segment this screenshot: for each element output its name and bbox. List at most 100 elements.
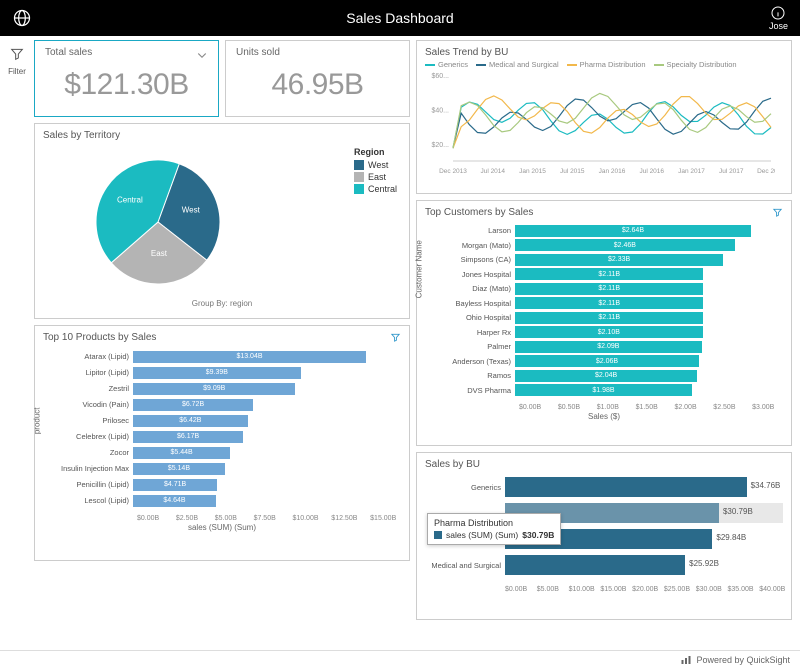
kpi-row: Total sales $121.30B Units sold 46.95B <box>34 40 410 117</box>
filter-label: Filter <box>0 67 34 76</box>
legend-swatch <box>654 64 664 66</box>
legend-swatch <box>354 184 364 194</box>
bar-value: $2.10B <box>598 329 620 336</box>
bar-value: $2.11B <box>598 271 620 278</box>
bar-row[interactable]: Harper Rx $2.10B <box>431 326 783 340</box>
legend-item[interactable]: Specialty Distribution <box>654 60 737 69</box>
chevron-down-icon[interactable] <box>196 49 208 64</box>
legend-label: East <box>368 172 386 182</box>
bar-row[interactable]: Jones Hospital$2.11B <box>431 268 783 282</box>
legend-item[interactable]: West <box>354 160 397 170</box>
bar-label: Diaz (Mato) <box>431 284 515 293</box>
filter-icon[interactable] <box>772 207 783 221</box>
bar-label: Bayless Hospital <box>431 299 515 308</box>
legend-swatch <box>354 172 364 182</box>
card-top-customers[interactable]: Top Customers by Sales Customer Name Lar… <box>416 200 792 446</box>
bar-row[interactable]: Simpsons (CA)$2.33B <box>431 253 783 267</box>
bar-row[interactable]: Celebrex (Lipid)$6.17B <box>49 429 401 444</box>
bar-row[interactable]: Ramos$2.04B <box>431 369 783 383</box>
bar-label: Insulin Injection Max <box>49 464 133 473</box>
bar-fill <box>505 555 685 575</box>
bar-fill: $2.11B <box>515 283 703 295</box>
tooltip-swatch <box>434 531 442 539</box>
user-menu[interactable]: Jose <box>769 5 788 31</box>
svg-text:$60...: $60... <box>431 73 449 80</box>
bar-value: $5.44B <box>171 449 193 456</box>
kpi-total-sales[interactable]: Total sales $121.30B <box>34 40 219 117</box>
svg-text:Dec 2017: Dec 2017 <box>757 168 775 175</box>
bar-value: $2.11B <box>598 285 620 292</box>
bar-value: $34.76B <box>751 481 781 490</box>
legend: Generics Medical and Surgical Pharma Distr… <box>417 60 791 71</box>
card-sales-by-territory[interactable]: Sales by Territory WestEastCentral Regio… <box>34 123 410 319</box>
legend-item[interactable]: Generics <box>425 60 468 69</box>
globe-icon <box>12 8 32 28</box>
bar-label: Lipitor (Lipid) <box>49 368 133 377</box>
quicksight-icon <box>680 654 692 666</box>
axis-tick: $0.00B <box>137 515 176 522</box>
card-title: Sales by BU <box>417 453 791 472</box>
bar-value: $6.42B <box>179 417 201 424</box>
bar-row[interactable]: Atarax (Lipid)$13.04B <box>49 349 401 364</box>
bar-row[interactable]: Lescol (Lipid)$4.64B <box>49 493 401 508</box>
bar-row[interactable]: Generics$34.76B <box>421 476 783 498</box>
bar-row[interactable]: Zocor$5.44B <box>49 445 401 460</box>
bar-fill: $9.09B <box>133 383 295 395</box>
user-name: Jose <box>769 21 788 31</box>
tooltip-value: $30.79B <box>522 530 554 540</box>
axis-tick: $5.00B <box>537 586 569 593</box>
card-sales-by-bu[interactable]: Sales by BU Generics$34.76B$30.79B$29.84… <box>416 452 792 620</box>
bar-row[interactable]: Anderson (Texas)$2.06B <box>431 355 783 369</box>
bar-row[interactable]: Lipitor (Lipid)$9.39B <box>49 365 401 380</box>
legend-label: Generics <box>438 60 468 69</box>
bar-fill: $5.14B <box>133 463 225 475</box>
legend-item[interactable]: Central <box>354 184 397 194</box>
bar-row[interactable]: Ohio Hospital$2.11B <box>431 311 783 325</box>
bar-label: Morgan (Mato) <box>431 241 515 250</box>
bar-value: $2.06B <box>596 358 618 365</box>
axis-tick: $40.00B <box>759 586 791 593</box>
card-top-products[interactable]: Top 10 Products by Sales product Atarax … <box>34 325 410 561</box>
bar-value: $1.98B <box>592 387 614 394</box>
kpi-units-sold[interactable]: Units sold 46.95B <box>225 40 410 117</box>
bar-row[interactable]: Palmer$2.09B <box>431 340 783 354</box>
axis-tick: $2.00B <box>674 404 713 411</box>
topbar: Sales Dashboard Jose <box>0 0 800 36</box>
bar-value: $2.11B <box>598 300 620 307</box>
bar-row[interactable]: Penicillin (Lipid)$4.71B <box>49 477 401 492</box>
axis-tick: $3.00B <box>752 404 791 411</box>
card-sales-trend[interactable]: Sales Trend by BU GenericsMedical and Su… <box>416 40 792 194</box>
left-rail: Filter <box>0 36 34 650</box>
bar-label: Prilosec <box>49 416 133 425</box>
bar-fill <box>505 477 747 497</box>
bar-row[interactable]: Morgan (Mato)$2.46B <box>431 239 783 253</box>
bar-row[interactable]: Larson$2.64B <box>431 224 783 238</box>
bar-row[interactable]: Zestril$9.09B <box>49 381 401 396</box>
legend-item[interactable]: East <box>354 172 397 182</box>
bar-fill: $2.11B <box>515 268 703 280</box>
axis-tick: $0.00B <box>505 586 537 593</box>
bar-label: Ohio Hospital <box>431 313 515 322</box>
filter-button[interactable]: Filter <box>0 46 34 76</box>
bar-row[interactable]: Bayless Hospital $2.11B <box>431 297 783 311</box>
filter-icon[interactable] <box>390 332 401 346</box>
legend-swatch <box>476 64 486 66</box>
bar-row[interactable]: Vicodin (Pain)$6.72B <box>49 397 401 412</box>
legend-swatch <box>567 64 577 66</box>
page-title: Sales Dashboard <box>346 10 453 26</box>
bar-row[interactable]: Diaz (Mato) $2.11B <box>431 282 783 296</box>
svg-text:Jul 2016: Jul 2016 <box>639 168 664 175</box>
bar-row[interactable]: Prilosec $6.42B <box>49 413 401 428</box>
bar-row[interactable]: DVS Pharma$1.98B <box>431 384 783 398</box>
bar-row[interactable]: Insulin Injection Max$5.14B <box>49 461 401 476</box>
bar-value: $2.09B <box>597 343 619 350</box>
bar-row[interactable]: Medical and Surgical$25.92B <box>421 554 783 576</box>
axis-tick: $15.00B <box>370 515 409 522</box>
legend-item[interactable]: Pharma Distribution <box>567 60 646 69</box>
bar-fill: $2.09B <box>515 341 702 353</box>
bar-fill: $4.71B <box>133 479 217 491</box>
bar-value: $2.04B <box>595 372 617 379</box>
bar-label: Harper Rx <box>431 328 515 337</box>
card-title: Top 10 Products by Sales <box>35 326 409 345</box>
legend-item[interactable]: Medical and Surgical <box>476 60 559 69</box>
